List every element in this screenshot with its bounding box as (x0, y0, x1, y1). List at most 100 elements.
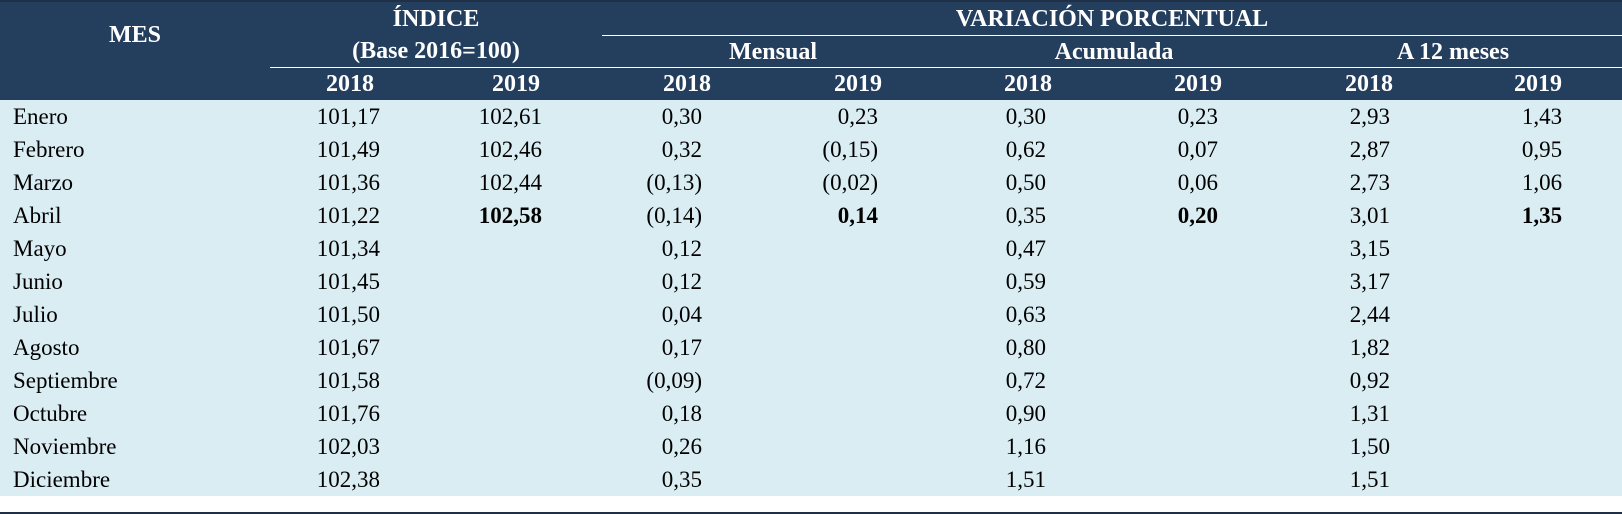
cell-a12-2018: 3,15 (1284, 232, 1454, 265)
table-row: Agosto 101,67 0,17 0,80 1,82 (0, 331, 1622, 364)
cell-a12-2018: 3,01 (1284, 199, 1454, 232)
ipc-table: MES ÍNDICE VARIACIÓN PORCENTUAL (Base 20… (0, 2, 1622, 496)
table-row: Octubre 101,76 0,18 0,90 1,31 (0, 397, 1622, 430)
table-body: Enero 101,17 102,61 0,30 0,23 0,30 0,23 2,93 1,4… (0, 100, 1622, 496)
cell-acu2019 (1112, 298, 1284, 331)
cell-a12-2018: 2,73 (1284, 166, 1454, 199)
cell-acu2019: 0,20 (1112, 199, 1284, 232)
cell-a12-2019 (1454, 430, 1622, 463)
cell-acu2018: 1,51 (944, 463, 1112, 496)
cell-men2019: (0,15) (772, 133, 944, 166)
cell-acu2019 (1112, 265, 1284, 298)
header-mes-spacer (0, 67, 270, 100)
cell-idx2019 (430, 463, 602, 496)
cell-idx2018: 101,58 (270, 364, 430, 397)
header-year-indice-2019: 2019 (430, 67, 602, 100)
row-month-label: Febrero (0, 133, 270, 166)
cell-men2019: 0,14 (772, 199, 944, 232)
cell-men2018: (0,13) (602, 166, 772, 199)
cell-men2019 (772, 463, 944, 496)
table-header: MES ÍNDICE VARIACIÓN PORCENTUAL (Base 20… (0, 2, 1622, 100)
table-row: Septiembre 101,58 (0,09) 0,72 0,92 (0, 364, 1622, 397)
cell-a12-2019 (1454, 298, 1622, 331)
cell-idx2019: 102,58 (430, 199, 602, 232)
cell-men2019: 0,23 (772, 100, 944, 133)
table-row: Abril 101,22 102,58 (0,14) 0,14 0,35 0,20 3,01 1… (0, 199, 1622, 232)
cell-acu2019 (1112, 397, 1284, 430)
cell-idx2019 (430, 232, 602, 265)
cell-men2018: 0,12 (602, 232, 772, 265)
table-top-border (0, 0, 1622, 2)
cell-acu2018: 0,90 (944, 397, 1112, 430)
cell-acu2018: 0,62 (944, 133, 1112, 166)
cell-a12-2019 (1454, 331, 1622, 364)
cell-acu2019: 0,06 (1112, 166, 1284, 199)
table-row: Junio 101,45 0,12 0,59 3,17 (0, 265, 1622, 298)
cell-idx2018: 101,34 (270, 232, 430, 265)
cell-a12-2019: 1,35 (1454, 199, 1622, 232)
cell-idx2018: 101,76 (270, 397, 430, 430)
cell-men2019 (772, 265, 944, 298)
cell-a12-2018: 1,50 (1284, 430, 1454, 463)
cell-idx2018: 101,67 (270, 331, 430, 364)
cell-men2019 (772, 331, 944, 364)
row-month-label: Diciembre (0, 463, 270, 496)
row-month-label: Septiembre (0, 364, 270, 397)
cell-acu2018: 0,35 (944, 199, 1112, 232)
header-a-12-meses: A 12 meses (1284, 35, 1622, 68)
cell-men2019 (772, 298, 944, 331)
cell-a12-2018: 2,87 (1284, 133, 1454, 166)
cell-men2019 (772, 397, 944, 430)
cell-acu2019: 0,07 (1112, 133, 1284, 166)
cell-acu2018: 0,30 (944, 100, 1112, 133)
cell-men2018: 0,35 (602, 463, 772, 496)
cell-idx2018: 101,49 (270, 133, 430, 166)
header-year-mensual-2019: 2019 (772, 67, 944, 100)
cell-a12-2018: 2,44 (1284, 298, 1454, 331)
cell-acu2019 (1112, 430, 1284, 463)
cell-idx2019 (430, 298, 602, 331)
cell-men2019 (772, 364, 944, 397)
row-month-label: Mayo (0, 232, 270, 265)
cell-acu2018: 1,16 (944, 430, 1112, 463)
header-year-acumulada-2018: 2018 (944, 67, 1112, 100)
cell-a12-2019: 1,06 (1454, 166, 1622, 199)
cell-idx2019: 102,61 (430, 100, 602, 133)
cell-idx2019 (430, 430, 602, 463)
cell-men2018: 0,32 (602, 133, 772, 166)
cell-a12-2018: 3,17 (1284, 265, 1454, 298)
cell-acu2019 (1112, 232, 1284, 265)
header-year-mensual-2018: 2018 (602, 67, 772, 100)
row-month-label: Agosto (0, 331, 270, 364)
cell-idx2018: 102,03 (270, 430, 430, 463)
cell-a12-2019: 0,95 (1454, 133, 1622, 166)
cell-a12-2018: 0,92 (1284, 364, 1454, 397)
table-row: Diciembre 102,38 0,35 1,51 1,51 (0, 463, 1622, 496)
cell-idx2018: 101,36 (270, 166, 430, 199)
cell-acu2019 (1112, 331, 1284, 364)
row-month-label: Julio (0, 298, 270, 331)
cell-idx2019: 102,44 (430, 166, 602, 199)
header-year-a12-2019: 2019 (1454, 67, 1622, 100)
cell-a12-2019 (1454, 232, 1622, 265)
cell-idx2018: 101,50 (270, 298, 430, 331)
cell-a12-2018: 2,93 (1284, 100, 1454, 133)
cell-a12-2018: 1,51 (1284, 463, 1454, 496)
cell-men2018: 0,04 (602, 298, 772, 331)
table-row: Febrero 101,49 102,46 0,32 (0,15) 0,62 0,07 2,8… (0, 133, 1622, 166)
row-month-label: Enero (0, 100, 270, 133)
row-month-label: Junio (0, 265, 270, 298)
cell-a12-2018: 1,31 (1284, 397, 1454, 430)
cell-acu2019 (1112, 463, 1284, 496)
cell-idx2019 (430, 265, 602, 298)
cell-acu2018: 0,47 (944, 232, 1112, 265)
table-row: Noviembre 102,03 0,26 1,16 1,50 (0, 430, 1622, 463)
cell-idx2018: 102,38 (270, 463, 430, 496)
cell-idx2019 (430, 397, 602, 430)
table-bottom-border (0, 512, 1622, 514)
table-row: Marzo 101,36 102,44 (0,13) (0,02) 0,50 0,06 2,7… (0, 166, 1622, 199)
row-month-label: Noviembre (0, 430, 270, 463)
table-row: Mayo 101,34 0,12 0,47 3,15 (0, 232, 1622, 265)
cell-acu2019 (1112, 364, 1284, 397)
